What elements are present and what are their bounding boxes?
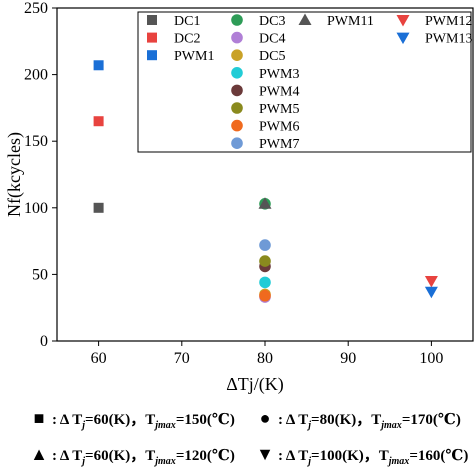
- data-point-pwm7: [259, 239, 271, 251]
- caption-row-2: ▲: Δ Tj=60(K)，Tjmax=120(℃) ▼: Δ Tj=100(K…: [0, 444, 474, 468]
- legend-box: [137, 11, 472, 153]
- caption-text: : Δ T: [278, 412, 309, 428]
- legend-marker-pwm3: [231, 67, 243, 79]
- y-tick-label: 250: [24, 0, 48, 17]
- caption-text: : Δ T: [278, 448, 309, 464]
- legend-label-pwm12: PWM12: [425, 14, 472, 29]
- legend-marker-pwm4: [231, 84, 243, 97]
- legend-label-pwm5: PWM5: [259, 102, 299, 117]
- data-points: [93, 60, 438, 303]
- legend-marker-dc3: [231, 14, 243, 26]
- y-tick-label: 100: [24, 200, 48, 217]
- legend-label-pwm3: PWM3: [259, 67, 299, 82]
- legend-label-dc4: DC4: [259, 32, 285, 47]
- caption-triangle-up: ▲: Δ Tj=60(K)，Tjmax=120(℃): [30, 444, 235, 468]
- caption-row-1: ■: Δ Tj=60(K)，Tjmax=150(℃) ●: Δ Tj=80(K)…: [0, 408, 474, 432]
- legend-label-pwm6: PWM6: [259, 120, 299, 135]
- triangle-up-icon: ▲: [30, 444, 48, 464]
- caption-text: =120(℃): [175, 448, 235, 464]
- data-point-pwm6: [259, 289, 271, 302]
- legend-label-dc3: DC3: [259, 14, 285, 29]
- caption-text: =60(K)，T: [85, 448, 156, 464]
- data-point-dc2: [93, 116, 104, 127]
- scatter-chart: 60 70 80 90 100 0 50 100 150 200 250 ΔTj/(K) Nf(kcyc…: [4, 0, 474, 395]
- data-point-pwm12: [424, 276, 438, 288]
- data-point-pwm1: [93, 60, 104, 71]
- axes: 60 70 80 90 100 0 50 100 150 200 250 ΔTj/(K) Nf(kcyc…: [4, 0, 474, 395]
- legend: DC1 DC2 PWM1 DC3 DC4 DC5 PWM3 PWM4 PWM5 PWM6 PWM7 P…: [137, 11, 472, 153]
- caption-sub: j: [308, 456, 312, 467]
- triangle-down-icon: ▼: [256, 444, 274, 464]
- legend-marker-dc4: [231, 31, 243, 44]
- caption-text: =150(℃): [175, 412, 235, 428]
- legend-marker-pwm6: [231, 119, 243, 132]
- legend-marker-pwm11: [298, 13, 312, 25]
- caption-sub: jmax: [381, 420, 402, 431]
- legend-marker-dc2: [147, 32, 157, 43]
- legend-label-dc2: DC2: [174, 32, 200, 47]
- data-point-pwm5: [259, 255, 271, 267]
- y-tick-label: 200: [24, 67, 48, 84]
- circle-icon: ●: [259, 408, 271, 428]
- caption-text: =60(K)，T: [85, 412, 156, 428]
- caption-circle: ● : Δ Tj=80(K)，Tjmax=170(℃): [256, 408, 461, 432]
- caption-sub: j: [82, 456, 86, 467]
- caption-text: =160(℃): [409, 448, 469, 464]
- data-point-pwm13: [424, 286, 438, 299]
- caption-text: =170(℃): [401, 412, 461, 428]
- data-point-pwm11: [258, 197, 272, 209]
- x-tick-label: 70: [174, 350, 190, 367]
- legend-label-pwm1: PWM1: [174, 49, 214, 64]
- caption-text: =80(K)，T: [311, 412, 382, 428]
- legend-marker-pwm12: [396, 15, 410, 27]
- caption-sub: jmax: [155, 456, 176, 467]
- legend-label-dc1: DC1: [174, 14, 200, 29]
- x-tick-label: 60: [91, 350, 107, 367]
- x-tick-label: 80: [257, 350, 273, 367]
- caption-sub: j: [82, 420, 86, 431]
- legend-marker-dc5: [231, 49, 243, 61]
- legend-label-pwm13: PWM13: [425, 32, 472, 47]
- legend-marker-pwm5: [231, 102, 243, 114]
- caption-text: : Δ T: [52, 412, 83, 428]
- caption-sub: jmax: [155, 420, 176, 431]
- legend-marker-pwm13: [396, 32, 410, 45]
- x-axis-label: ΔTj/(K): [226, 374, 284, 395]
- y-tick-label: 150: [24, 133, 48, 150]
- legend-label-pwm11: PWM11: [327, 14, 374, 29]
- data-point-dc1: [93, 202, 104, 213]
- x-tick-label: 100: [419, 350, 443, 367]
- legend-marker-pwm1: [147, 50, 157, 61]
- y-tick-label: 0: [40, 333, 48, 350]
- caption-text: : Δ T: [52, 448, 83, 464]
- y-axis-label: Nf(kcycles): [4, 132, 25, 217]
- legend-marker-dc1: [147, 15, 157, 25]
- y-tick-label: 50: [32, 266, 48, 283]
- caption-triangle-down: ▼: Δ Tj=100(K)，Tjmax=160(℃): [256, 444, 468, 468]
- legend-label-pwm4: PWM4: [259, 84, 299, 99]
- legend-label-dc5: DC5: [259, 49, 285, 64]
- square-icon: ■: [33, 408, 45, 428]
- caption-text: =100(K)，T: [311, 448, 389, 464]
- data-point-pwm3: [259, 276, 271, 289]
- x-tick-label: 90: [340, 350, 356, 367]
- caption-sub: jmax: [388, 456, 410, 467]
- legend-label-pwm7: PWM7: [259, 137, 299, 152]
- caption-square: ■ : Δ Tj=60(K)，Tjmax=150(℃): [30, 408, 235, 432]
- legend-marker-pwm7: [231, 137, 243, 149]
- caption-sub: j: [308, 420, 312, 431]
